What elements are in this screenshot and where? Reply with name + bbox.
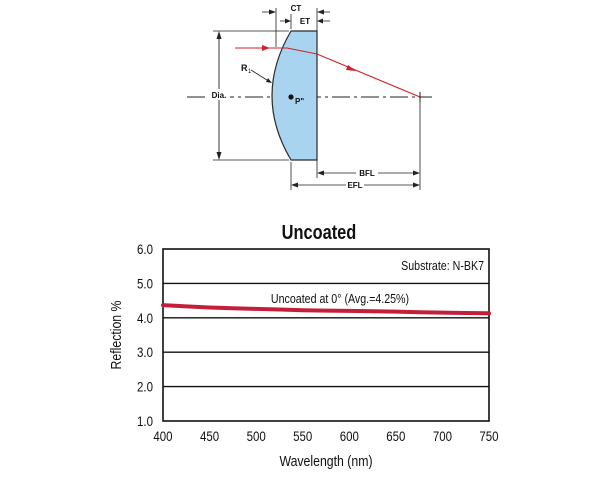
x-tick-label: 400 <box>153 428 172 444</box>
y-gridlines <box>163 282 489 388</box>
substrate-annotation: Substrate: N-BK7 <box>401 258 484 273</box>
r1-leader-arrow <box>266 78 272 83</box>
plot-area <box>162 248 490 422</box>
x-tick-label: 600 <box>340 428 359 444</box>
y-axis-label: Reflection % <box>108 301 124 370</box>
et-arrow-right <box>317 18 323 24</box>
x-tick-label: 650 <box>386 428 405 444</box>
ct-arrow-right <box>317 9 324 15</box>
lens-diagram: P" R 1 Dia. CT ET <box>187 4 432 190</box>
y-tick-label: 6.0 <box>137 241 153 257</box>
y-tick-labels: 1.0 2.0 3.0 4.0 5.0 6.0 <box>137 241 153 429</box>
efl-arrow-right <box>413 182 420 188</box>
series-line-uncoated <box>161 303 491 316</box>
x-tick-label: 750 <box>479 428 498 444</box>
ct-arrow-left <box>269 9 276 15</box>
y-tick-label: 3.0 <box>137 344 153 360</box>
series-annotation: Uncoated at 0° (Avg.=4.25%) <box>271 291 409 306</box>
x-axis-label: Wavelength (nm) <box>279 453 372 469</box>
y-tick-label: 1.0 <box>137 413 153 429</box>
label-ct: CT <box>291 4 302 13</box>
lens-body <box>271 30 318 161</box>
x-tick-labels: 400 450 500 550 600 650 700 750 <box>153 428 498 444</box>
chart-title: Uncoated <box>282 220 357 243</box>
dia-arrow-top <box>216 31 222 39</box>
bfl-arrow-right <box>413 170 420 176</box>
principal-point <box>288 94 294 100</box>
label-r1: R <box>241 63 248 73</box>
efl-arrow-left <box>291 182 298 188</box>
dia-arrow-bottom <box>216 152 222 160</box>
y-tick-label: 4.0 <box>137 310 153 326</box>
reflection-chart: Uncoated 1.0 2.0 3.0 4.0 5.0 6.0 400 450 500 550… <box>108 220 499 469</box>
bfl-arrow-left <box>317 170 324 176</box>
label-efl: EFL <box>347 181 362 190</box>
r1-leader <box>250 69 271 83</box>
label-bfl: BFL <box>359 169 375 178</box>
x-tick-label: 700 <box>433 428 452 444</box>
label-p: P" <box>295 97 304 106</box>
x-tick-label: 450 <box>200 428 219 444</box>
label-dia: Dia. <box>212 91 227 100</box>
et-arrow-left <box>285 18 291 24</box>
label-r1-sub: 1 <box>248 69 252 75</box>
y-tick-label: 2.0 <box>137 378 153 394</box>
y-tick-label: 5.0 <box>137 275 153 291</box>
x-tick-label: 550 <box>293 428 312 444</box>
x-tick-label: 500 <box>247 428 266 444</box>
ray-arrowhead-2 <box>346 65 356 71</box>
ray-arrowhead-1 <box>262 45 270 51</box>
ray-path <box>235 47 421 98</box>
label-et: ET <box>300 17 310 26</box>
